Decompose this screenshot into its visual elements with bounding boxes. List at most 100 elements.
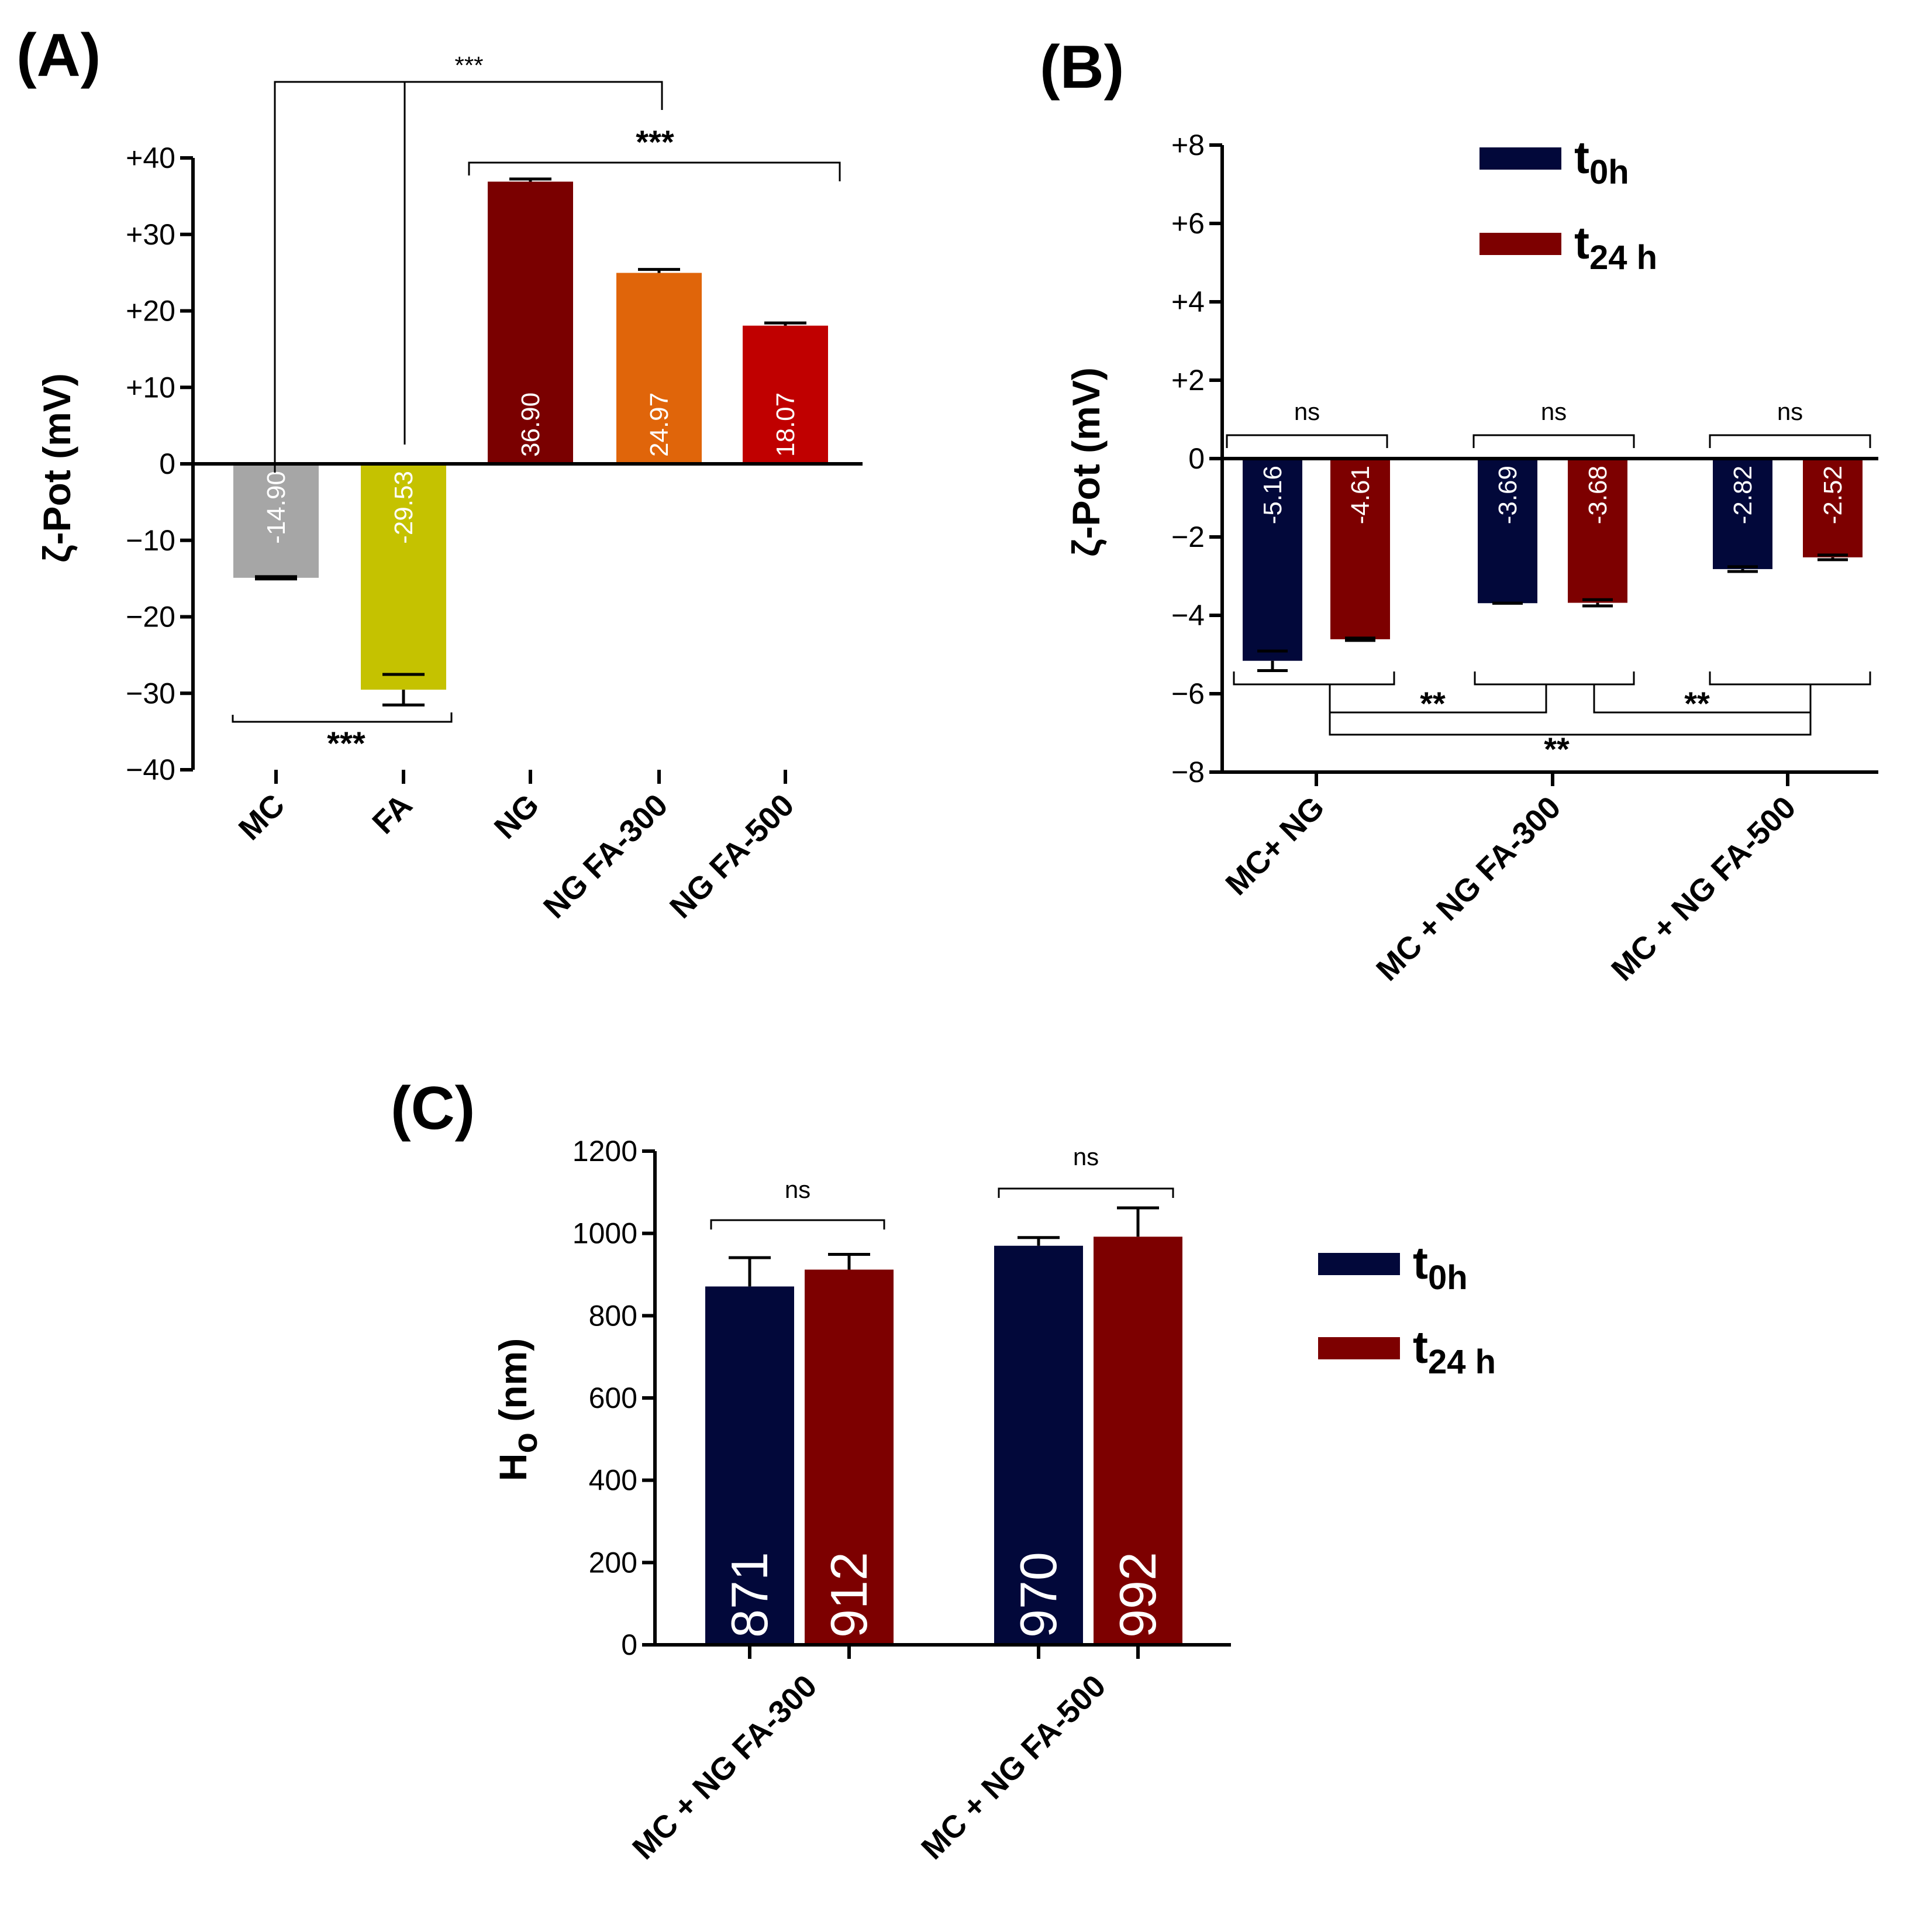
sig-label: ns bbox=[1777, 398, 1803, 425]
sig-bracket-mc-fa bbox=[232, 712, 453, 723]
panel-a-y-ticks: −40 −30 −20 −10 0 +10 +20 +30 +40 bbox=[126, 142, 193, 786]
y-tick-label: +40 bbox=[126, 142, 175, 174]
category-label: MC + NG FA-300 bbox=[626, 1668, 823, 1866]
sig-bracket-mcng-fa500 bbox=[1329, 712, 1812, 736]
y-tick-label: +4 bbox=[1171, 285, 1205, 318]
sig-label: *** bbox=[327, 725, 365, 762]
bar-t24h bbox=[805, 1269, 894, 1645]
legend-label-t24h: t24 h bbox=[1413, 1321, 1496, 1381]
bar-ng-fa-500 bbox=[743, 325, 828, 464]
bar-t24h bbox=[1803, 459, 1863, 557]
sig-bracket-group-mcng bbox=[1233, 671, 1395, 686]
category-label: MC + NG FA-500 bbox=[1605, 790, 1802, 987]
sig-bracket-fa300-fa500 bbox=[1593, 684, 1812, 714]
sig-label: *** bbox=[454, 51, 483, 79]
data-label: 18.07 bbox=[771, 392, 800, 457]
y-tick-label: −10 bbox=[126, 524, 175, 557]
y-tick-label: +6 bbox=[1171, 207, 1205, 240]
y-tick-label: −4 bbox=[1171, 599, 1205, 632]
data-label: -4.61 bbox=[1346, 466, 1375, 524]
panel-c-significance: ns ns bbox=[710, 1143, 1174, 1230]
panel-c-y-axis-title: Ho (nm) bbox=[491, 1338, 544, 1481]
panel-c-y-ticks: 0 200 400 600 800 1000 1200 bbox=[572, 1135, 655, 1661]
bar-fa bbox=[361, 464, 446, 690]
legend-label-t0h: t0h bbox=[1413, 1237, 1468, 1297]
panel-a-axes bbox=[191, 158, 863, 784]
panel-b-categories: MC+ NG MC + NG FA-300 MC + NG FA-500 bbox=[1219, 790, 1802, 987]
panel-b-label: (B) bbox=[1040, 33, 1124, 101]
bar-t24h bbox=[1330, 459, 1390, 639]
sig-bracket-ng-group bbox=[468, 161, 841, 181]
y-tick-label: 0 bbox=[1188, 442, 1205, 475]
y-tick-label: −20 bbox=[126, 601, 175, 633]
legend-swatch-t24h bbox=[1479, 233, 1561, 255]
panel-b-significance: ns ns ns ** ** ** bbox=[1226, 398, 1871, 767]
y-tick-label: −30 bbox=[126, 677, 175, 710]
bar-t24h bbox=[1094, 1237, 1182, 1645]
legend-label-t0h: t0h bbox=[1574, 132, 1629, 191]
panel-c-label: (C) bbox=[391, 1075, 475, 1142]
sig-label: ** bbox=[1544, 731, 1570, 767]
y-tick-label: +20 bbox=[126, 295, 175, 328]
panel-b-bars: -5.16 -4.61 -3.69 -3.68 -2.82 -2.52 bbox=[1243, 459, 1863, 672]
panel-a-significance: *** *** *** bbox=[232, 51, 841, 762]
panel-a-label: (A) bbox=[16, 22, 101, 89]
y-tick-label: −40 bbox=[126, 753, 175, 786]
panel-c-legend: t0h t24 h bbox=[1318, 1237, 1496, 1381]
y-tick-label: −8 bbox=[1171, 756, 1205, 788]
y-tick-label: 1200 bbox=[572, 1135, 637, 1168]
data-label: -14.90 bbox=[262, 471, 291, 544]
y-tick-label: 0 bbox=[621, 1628, 637, 1661]
sig-label: ns bbox=[1541, 398, 1567, 425]
data-label: 24.97 bbox=[645, 392, 674, 457]
y-tick-label: +30 bbox=[126, 218, 175, 251]
data-label: -2.52 bbox=[1819, 466, 1847, 524]
data-label: -5.16 bbox=[1258, 466, 1287, 524]
data-label: 871 bbox=[720, 1552, 778, 1638]
sig-bracket-ns bbox=[998, 1187, 1174, 1198]
data-label: -29.53 bbox=[389, 471, 418, 544]
legend-swatch-t24h bbox=[1318, 1337, 1400, 1359]
legend-label-t24h: t24 h bbox=[1574, 217, 1657, 277]
data-label: 912 bbox=[820, 1552, 878, 1638]
sig-bracket-mc-ng bbox=[274, 81, 663, 473]
sig-bracket-ns bbox=[1472, 434, 1635, 448]
y-tick-label: +8 bbox=[1171, 129, 1205, 161]
sig-label: ns bbox=[1073, 1143, 1099, 1170]
sig-bracket-ns bbox=[710, 1219, 885, 1230]
y-tick-label: 800 bbox=[589, 1299, 637, 1332]
sig-label: ** bbox=[1684, 685, 1710, 722]
panel-c-categories: MC + NG FA-300 MC + NG FA-500 bbox=[626, 1668, 1112, 1866]
category-label: MC + NG FA-500 bbox=[915, 1668, 1112, 1866]
bar-t0h bbox=[705, 1286, 794, 1645]
y-tick-label: 600 bbox=[589, 1382, 637, 1414]
bar-ng bbox=[488, 181, 573, 464]
bar-mc bbox=[233, 464, 319, 578]
panel-c-axes bbox=[653, 1151, 1231, 1659]
data-label: 992 bbox=[1109, 1552, 1167, 1638]
sig-label: ** bbox=[1420, 685, 1446, 722]
y-tick-label: 0 bbox=[159, 447, 175, 480]
y-tick-label: −2 bbox=[1171, 521, 1205, 553]
panel-b-legend: t0h t24 h bbox=[1479, 132, 1657, 277]
data-label: 970 bbox=[1009, 1552, 1067, 1638]
bar-t0h bbox=[1478, 459, 1537, 604]
panel-c: (C) Ho (nm) 0 200 400 600 800 1000 1200 871 912… bbox=[391, 1075, 1496, 1866]
legend-swatch-t0h bbox=[1318, 1253, 1400, 1275]
y-tick-label: 200 bbox=[589, 1546, 637, 1579]
y-tick-label: 1000 bbox=[572, 1217, 637, 1250]
panel-c-bars: 871 912 970 992 bbox=[705, 1206, 1182, 1645]
bar-t0h bbox=[1713, 459, 1772, 569]
category-label: MC + NG FA-300 bbox=[1370, 790, 1567, 987]
sig-label: ns bbox=[1294, 398, 1320, 425]
sig-bracket-ns bbox=[1709, 434, 1871, 448]
category-label: NG FA-500 bbox=[663, 787, 801, 925]
data-label: 36.90 bbox=[516, 392, 545, 457]
panel-b-axes bbox=[1220, 145, 1878, 786]
data-label: -3.68 bbox=[1584, 466, 1612, 524]
category-label: MC bbox=[232, 787, 292, 847]
sig-bracket-ns bbox=[1226, 434, 1388, 448]
panel-a-bars: -14.90 -29.53 36.90 24.97 18.07 bbox=[233, 177, 828, 707]
sig-bracket-mcng-fa300 bbox=[1329, 684, 1547, 714]
